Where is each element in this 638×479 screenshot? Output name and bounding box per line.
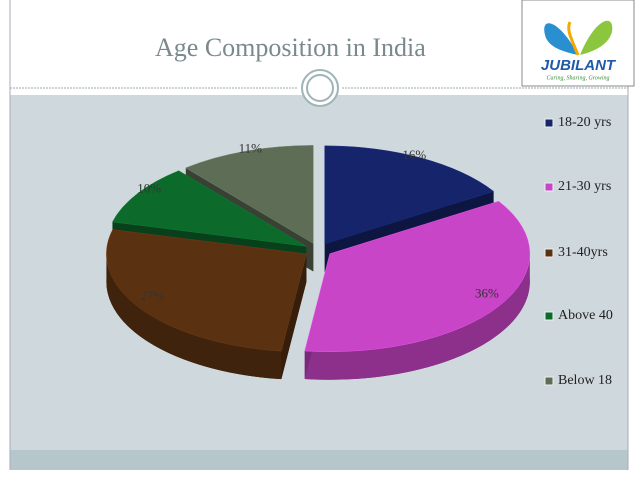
legend-label: Below 18	[558, 373, 612, 388]
logo-wing	[544, 23, 578, 55]
logo-tagline: Caring, Sharing, Growing	[546, 75, 609, 81]
data-label: 16%	[402, 147, 426, 162]
logo-name: JUBILANT	[541, 57, 617, 74]
chart-title: Age Composition in India	[155, 33, 426, 62]
footer-bar	[10, 450, 628, 470]
slice-side	[106, 253, 282, 380]
slice-side	[304, 253, 530, 380]
data-label: 27%	[141, 288, 165, 303]
pie	[106, 145, 531, 380]
logo-stem	[567, 21, 580, 56]
slice	[106, 229, 307, 352]
legend-label: 21-30 yrs	[558, 179, 611, 194]
logo: JUBILANT Caring, Sharing, Growing	[521, 0, 635, 87]
slice	[112, 170, 307, 247]
legend-swatch	[544, 311, 554, 321]
legend-swatch	[544, 376, 554, 386]
data-label: 11%	[239, 141, 263, 156]
ornament	[306, 74, 334, 102]
slice	[304, 200, 531, 352]
data-label: 10%	[137, 180, 161, 195]
legend-swatch	[544, 118, 554, 128]
logo-box	[521, 0, 635, 87]
slice-cut	[281, 253, 307, 380]
slice	[185, 145, 314, 244]
legend-label: 18-20 yrs	[558, 115, 611, 130]
legend-swatch	[544, 248, 554, 258]
data-label: 36%	[475, 286, 499, 301]
legend-swatch	[544, 182, 554, 192]
logo-wing	[580, 20, 613, 55]
chart-area	[10, 95, 628, 450]
slice	[324, 145, 495, 245]
legend-label: Above 40	[558, 308, 613, 323]
legend-label: 31-40yrs	[558, 245, 608, 260]
